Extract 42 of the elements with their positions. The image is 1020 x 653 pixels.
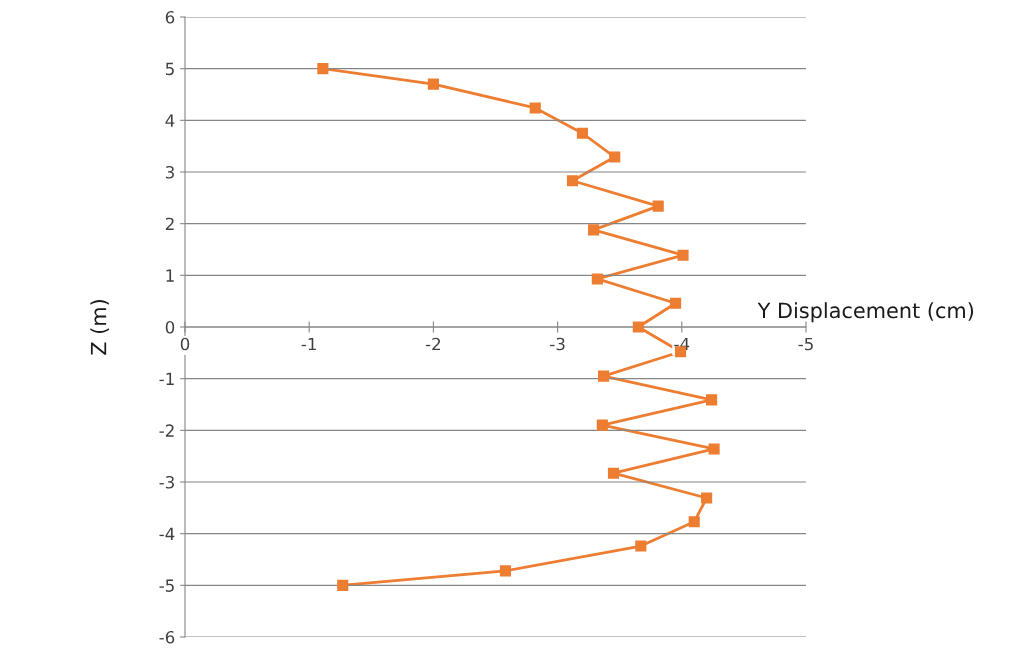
point	[499, 565, 511, 577]
y-tick-label: 0	[165, 320, 175, 334]
y-tick-label: -6	[159, 630, 175, 644]
point	[588, 224, 600, 236]
point	[652, 200, 664, 212]
point	[708, 443, 720, 455]
y-tick-label: 4	[165, 114, 175, 127]
y-axis-title: Z (m)	[90, 300, 109, 355]
point	[596, 419, 608, 431]
x-tick-label: -3	[550, 337, 565, 351]
point	[670, 297, 682, 309]
y-tick-label: -1	[159, 372, 174, 385]
point	[566, 175, 579, 187]
x-tick-label: -1	[301, 337, 316, 351]
y-tick-label: 3	[165, 165, 174, 179]
point	[591, 273, 603, 285]
point	[597, 370, 610, 382]
point	[337, 579, 349, 591]
point	[609, 151, 621, 163]
y-tick-label: -5	[159, 579, 174, 592]
x-tick-label: 0	[180, 337, 190, 351]
y-tick-label: -4	[159, 527, 175, 540]
point	[701, 492, 713, 504]
point	[529, 102, 541, 114]
y-tick-label: 5	[165, 62, 174, 76]
point	[632, 321, 644, 333]
point	[317, 63, 329, 75]
y-tick-label: -2	[159, 424, 174, 437]
point	[607, 467, 620, 479]
y-tick-label: -3	[159, 475, 174, 489]
x-tick-label: -5	[798, 337, 813, 351]
y-tick-label: 2	[165, 217, 174, 230]
point	[576, 127, 588, 139]
point	[706, 394, 718, 406]
y-tick-label: 1	[166, 269, 174, 282]
point	[677, 249, 689, 261]
y-tick-label: 6	[165, 10, 175, 24]
x-tick-label: -2	[425, 337, 441, 351]
point	[688, 516, 700, 528]
x-axis-title: Y Displacement (cm)	[757, 302, 974, 323]
point	[427, 78, 439, 90]
point	[635, 540, 647, 552]
